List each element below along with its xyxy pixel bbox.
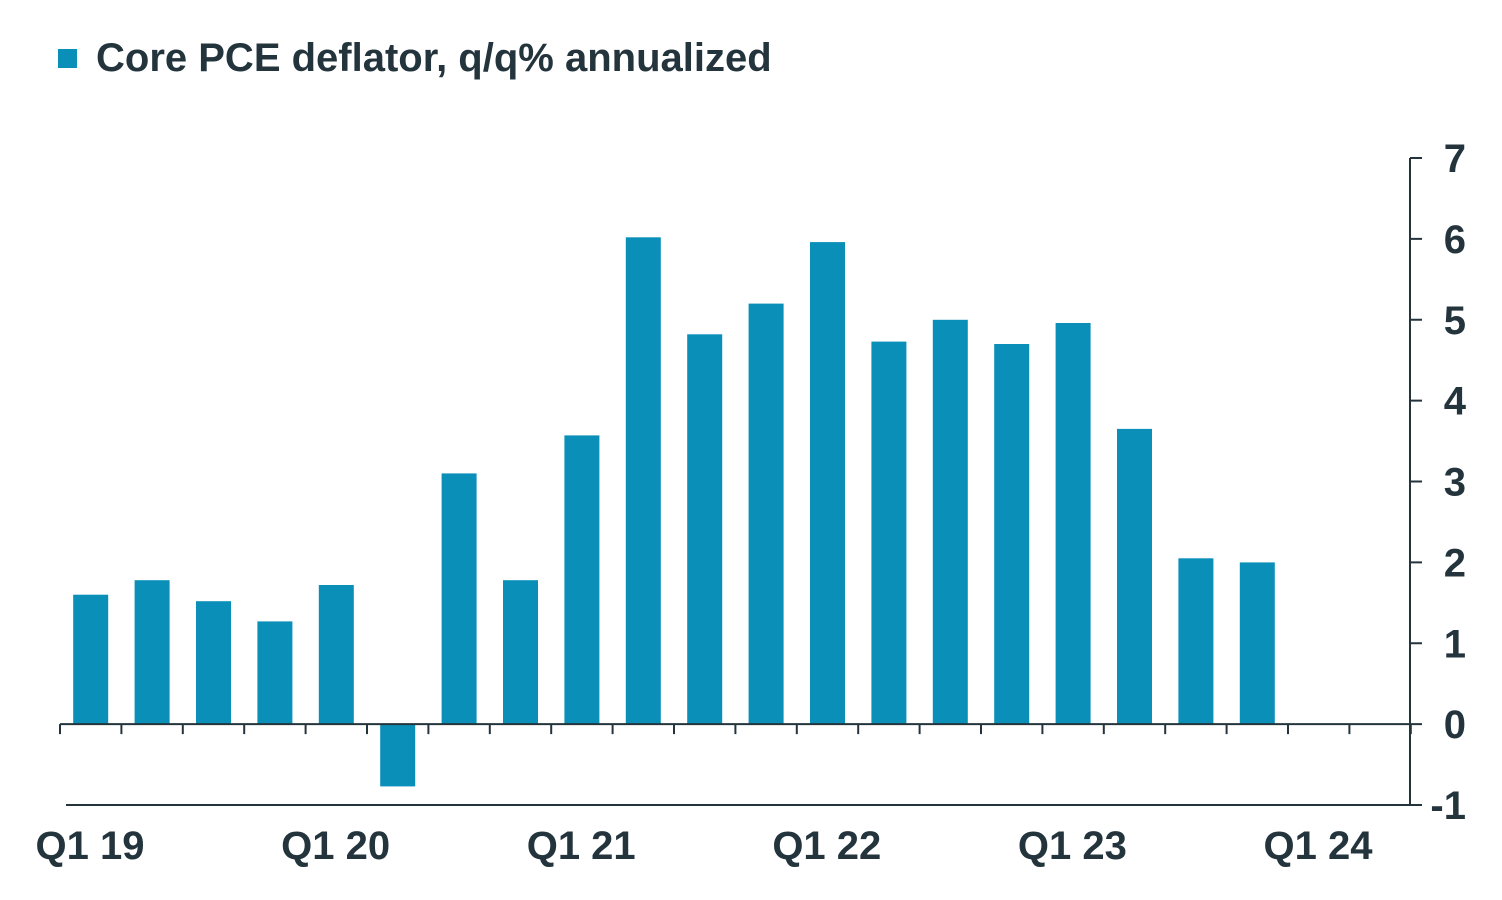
x-tick-label: Q1 23 xyxy=(1018,824,1127,868)
bar xyxy=(1178,558,1214,725)
y-tick-labels-group: -1 0 1 2 3 4 5 6 7 xyxy=(1430,137,1466,828)
bar xyxy=(380,724,416,787)
x-tick-labels-group: Q1 19 Q1 20 Q1 21 Q1 22 Q1 23 Q1 24 xyxy=(36,824,1374,868)
bar xyxy=(1117,428,1152,725)
y-tick-label: 5 xyxy=(1444,299,1466,343)
x-tick-label: Q1 22 xyxy=(772,824,881,868)
bar xyxy=(748,303,784,725)
y-tick-label: 0 xyxy=(1444,703,1466,747)
y-tick-label: -1 xyxy=(1430,784,1466,828)
y-tick-label: 7 xyxy=(1444,137,1466,181)
legend: Core PCE deflator, q/q% annualized xyxy=(58,36,772,81)
y-tick-label: 1 xyxy=(1444,622,1466,666)
x-tick-label: Q1 21 xyxy=(527,824,636,868)
legend-label: Core PCE deflator, q/q% annualized xyxy=(96,36,772,80)
bar xyxy=(318,585,354,725)
legend-swatch xyxy=(58,49,77,68)
x-tick-label: Q1 19 xyxy=(36,824,145,868)
bar xyxy=(810,242,845,725)
bar xyxy=(1055,323,1091,725)
bar xyxy=(871,341,907,725)
bar xyxy=(503,580,538,725)
bar xyxy=(625,237,661,725)
axes-group xyxy=(59,157,1422,806)
bar xyxy=(564,435,600,725)
x-tick-label: Q1 20 xyxy=(281,824,390,868)
bar xyxy=(441,473,477,725)
y-tick-label: 4 xyxy=(1444,380,1467,424)
bar xyxy=(196,601,231,725)
bar xyxy=(687,334,723,725)
bar xyxy=(1239,562,1275,725)
bar xyxy=(994,344,1030,725)
bar xyxy=(73,594,109,725)
bars-group xyxy=(73,237,1275,787)
x-tick-label: Q1 24 xyxy=(1264,824,1374,868)
y-tick-label: 3 xyxy=(1444,461,1466,505)
y-tick-label: 6 xyxy=(1444,218,1466,262)
bar xyxy=(932,319,968,725)
y-tick-label: 2 xyxy=(1444,541,1466,585)
bar xyxy=(257,621,293,725)
bar xyxy=(134,580,170,725)
